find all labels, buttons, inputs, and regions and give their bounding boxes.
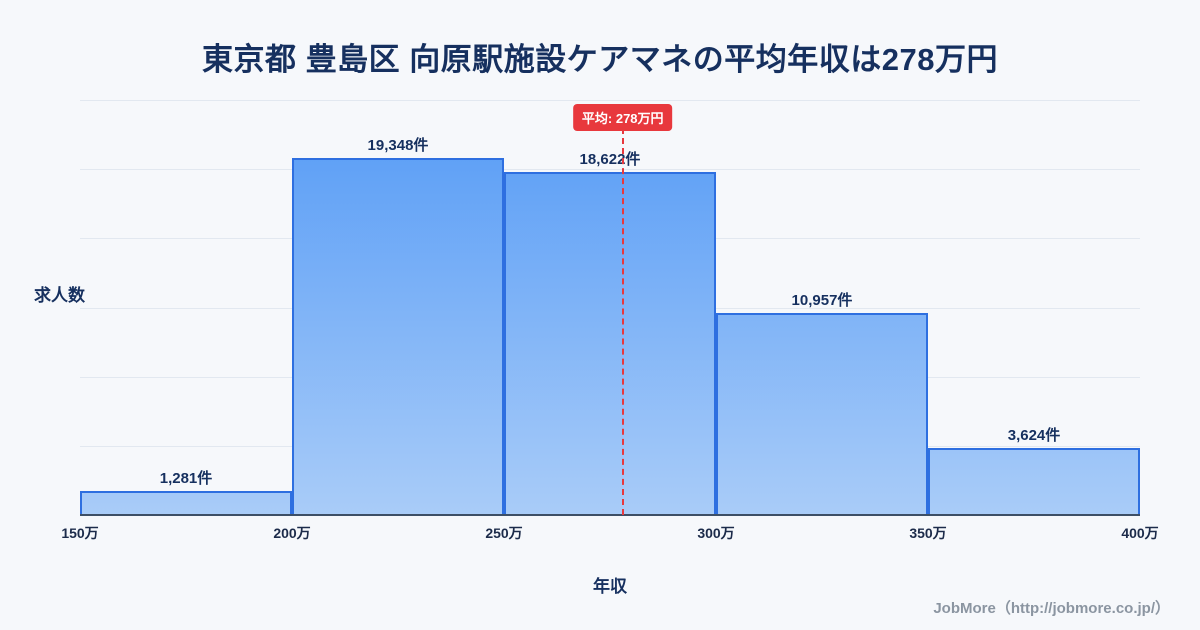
bars-container: 1,281件 19,348件 18,622件 10,957件 3,624件 [80,100,1140,515]
plot-area: 1,281件 19,348件 18,622件 10,957件 3,624件 平均: 27… [61,100,1159,541]
bar-value-label: 19,348件 [367,137,429,155]
y-axis-label: 求人数 [34,286,85,305]
x-tick-label: 350万 [909,525,947,541]
x-tick-label: 200万 [273,525,311,541]
bar-value-label: 3,624件 [1007,427,1061,445]
x-axis-line [80,514,1140,516]
histogram-bar: 1,281件 [80,470,292,515]
x-tick-label: 400万 [1121,525,1159,541]
footer-credit: JobMore（http://jobmore.co.jp/） [933,600,1170,617]
chart-title: 東京都 豊島区 向原駅施設ケアマネの平均年収は278万円 [202,42,998,77]
bar-value-label: 18,622件 [579,150,641,168]
bar-value-label: 1,281件 [159,470,213,488]
gridline [80,100,1140,101]
histogram-bar: 10,957件 [716,292,928,515]
bar-value-label: 10,957件 [791,291,853,309]
histogram-bar: 19,348件 [292,137,504,515]
x-axis-label: 年収 [593,577,627,596]
histogram-bar: 18,622件 [504,151,716,515]
x-tick-label: 250万 [485,525,523,541]
average-line [621,128,624,515]
x-tick-label: 150万 [61,525,99,541]
x-tick-label: 300万 [697,525,735,541]
gridline [80,169,1140,171]
average-badge: 平均: 278万円 [572,104,673,131]
histogram-bar: 3,624件 [928,427,1140,515]
